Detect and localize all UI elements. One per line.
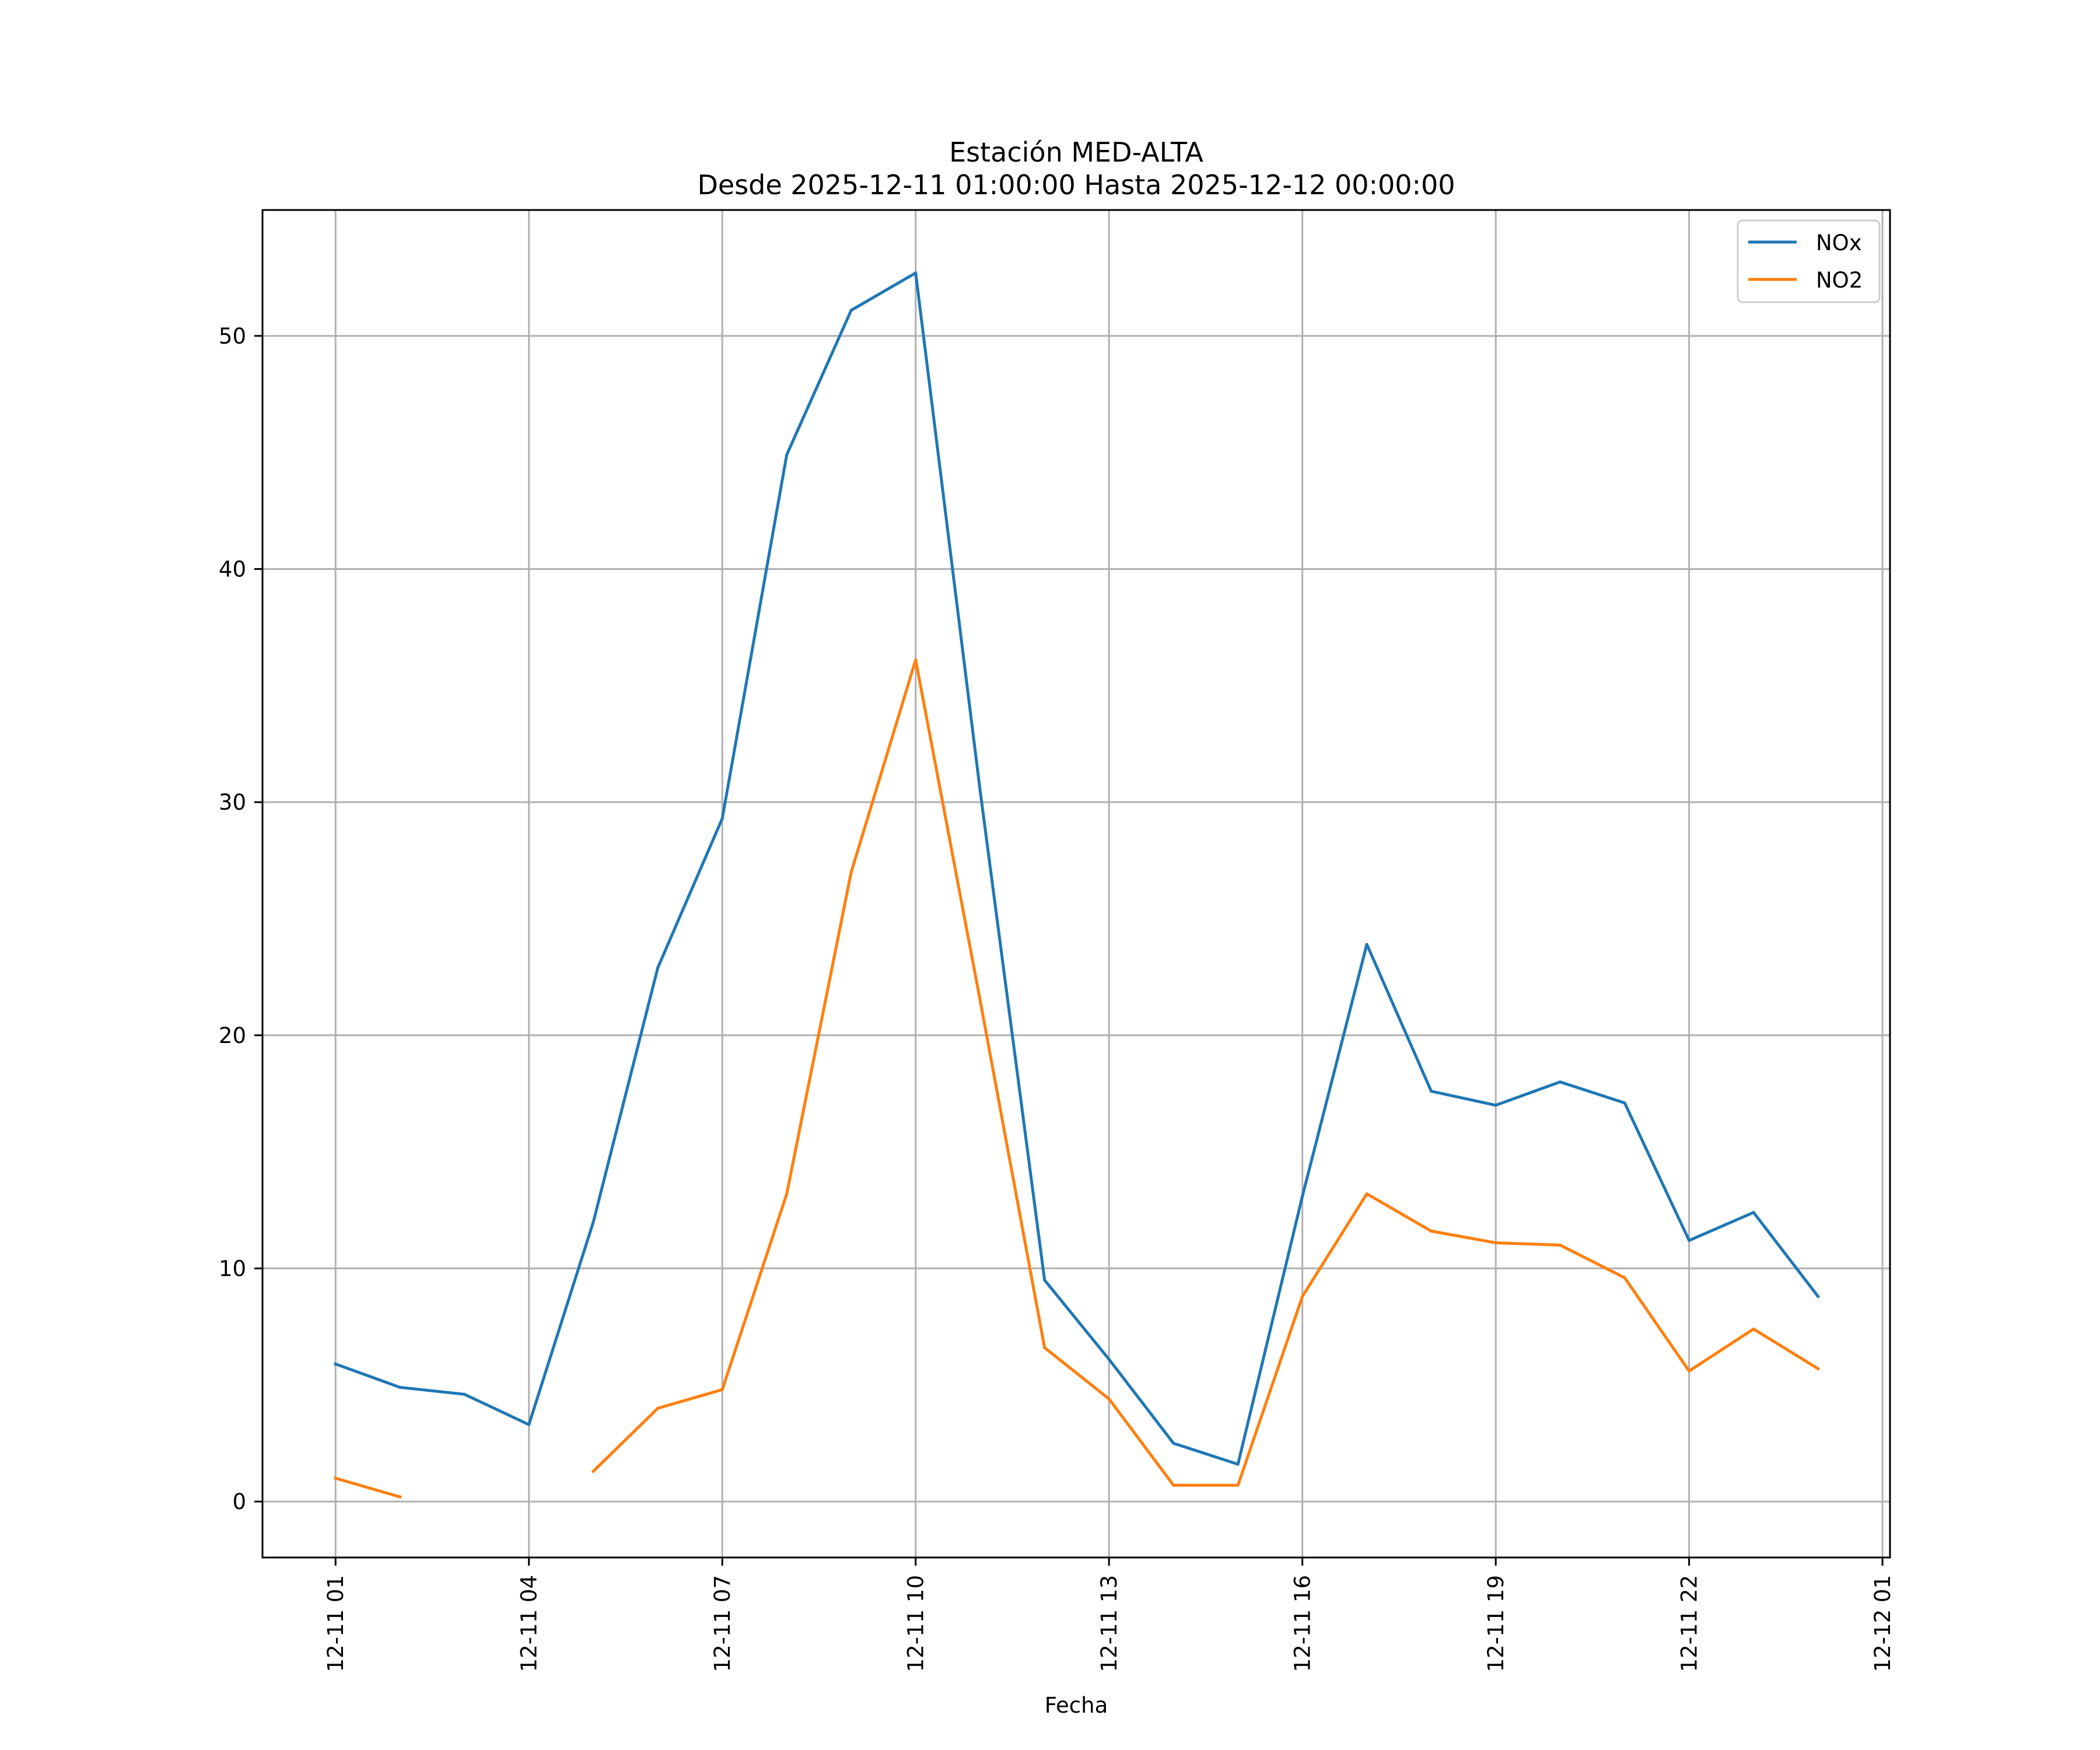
data-point-no2 <box>849 870 853 874</box>
x-tick-label: 12-11 19 <box>1483 1575 1508 1672</box>
data-point-nox <box>1817 1294 1820 1298</box>
x-tick-label: 12-11 22 <box>1677 1575 1702 1672</box>
data-point-nox <box>1236 1462 1240 1466</box>
data-point-no2 <box>1301 1294 1304 1298</box>
x-axis-label: Fecha <box>1045 1693 1108 1718</box>
data-point-nox <box>914 271 918 275</box>
series-line-no2 <box>334 658 1821 1499</box>
data-point-no2 <box>1494 1241 1497 1244</box>
data-point-nox <box>785 453 789 457</box>
data-point-no2 <box>1688 1369 1691 1373</box>
data-point-nox <box>1623 1101 1626 1105</box>
data-point-no2 <box>1236 1483 1240 1487</box>
data-point-nox <box>592 1220 595 1223</box>
data-point-no2 <box>1817 1367 1820 1370</box>
x-tick-label: 12-11 13 <box>1097 1575 1122 1672</box>
data-point-nox <box>1043 1278 1046 1282</box>
x-tick-label: 12-11 01 <box>323 1575 348 1672</box>
data-point-nox <box>1752 1211 1755 1214</box>
tick-layer: 12-11 01 12-11 04 12-11 07 12-11 10 12-11 13… <box>219 324 1895 1672</box>
data-point-nox <box>1107 1357 1111 1361</box>
y-tick-label: 40 <box>219 556 246 582</box>
data-point-no2 <box>398 1495 402 1499</box>
data-point-nox <box>656 966 660 970</box>
data-point-no2 <box>1107 1397 1111 1401</box>
data-point-nox <box>463 1392 466 1396</box>
chart-subtitle: Desde 2025-12-11 01:00:00 Hasta 2025-12-… <box>697 169 1455 201</box>
data-point-nox <box>720 817 724 820</box>
data-point-nox <box>527 1423 531 1426</box>
y-tick-label: 30 <box>219 790 246 815</box>
x-tick-label: 12-11 16 <box>1290 1575 1315 1672</box>
data-point-no2 <box>1623 1276 1626 1279</box>
data-point-nox <box>398 1385 402 1389</box>
series-line-nox <box>333 271 1821 1466</box>
y-tick-label: 10 <box>219 1256 246 1281</box>
data-point-no2 <box>1752 1327 1755 1331</box>
data-point-nox <box>1559 1080 1562 1084</box>
legend: NOx NO2 <box>1737 219 1881 303</box>
series-layer <box>333 271 1821 1499</box>
data-point-no2 <box>978 999 982 1002</box>
data-point-nox <box>334 1362 337 1366</box>
legend-label-no2: NO2 <box>1816 268 1863 293</box>
data-point-nox <box>1688 1239 1691 1242</box>
data-point-nox <box>1430 1090 1433 1093</box>
data-point-no2 <box>1043 1346 1046 1349</box>
data-point-nox <box>978 789 982 792</box>
data-point-no2 <box>1559 1244 1562 1247</box>
data-point-no2 <box>785 1192 789 1195</box>
data-point-no2 <box>1172 1483 1175 1487</box>
x-tick-label: 12-11 04 <box>517 1575 542 1672</box>
data-point-no2 <box>1430 1230 1433 1233</box>
data-point-nox <box>1301 1195 1304 1198</box>
y-tick-label: 0 <box>232 1489 246 1514</box>
data-point-no2 <box>720 1388 724 1391</box>
x-tick-label: 12-11 07 <box>710 1575 735 1672</box>
x-tick-label: 12-12 01 <box>1870 1575 1895 1672</box>
grid-layer <box>262 210 1890 1558</box>
data-point-no2 <box>656 1406 660 1410</box>
y-tick-label: 50 <box>219 324 246 349</box>
data-point-no2 <box>914 658 918 662</box>
data-point-no2 <box>334 1476 337 1480</box>
plot-area-background <box>262 210 1890 1558</box>
chart-title: Estación MED-ALTA <box>949 136 1203 168</box>
data-point-nox <box>849 309 853 312</box>
x-tick-label: 12-11 10 <box>904 1575 929 1672</box>
data-point-nox <box>1365 943 1368 946</box>
plot-frame <box>261 209 1891 1559</box>
data-point-no2 <box>1365 1192 1368 1195</box>
data-point-nox <box>1494 1104 1497 1107</box>
legend-label-nox: NOx <box>1816 230 1862 256</box>
data-point-no2 <box>592 1469 595 1473</box>
y-tick-label: 20 <box>219 1023 246 1048</box>
data-point-nox <box>1172 1441 1175 1445</box>
